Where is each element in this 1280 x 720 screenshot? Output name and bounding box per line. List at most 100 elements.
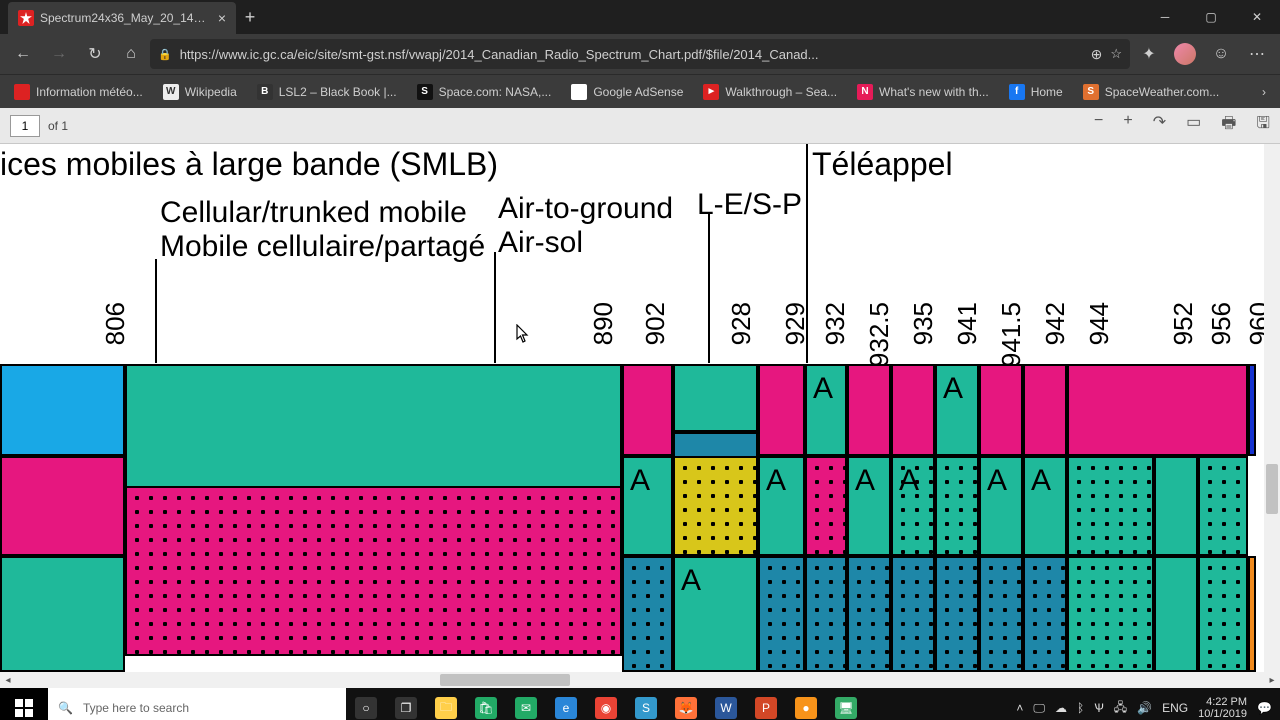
- menu-icon[interactable]: ⋯: [1240, 37, 1274, 71]
- profile-avatar[interactable]: [1168, 37, 1202, 71]
- favorites-icon[interactable]: ✦: [1132, 37, 1166, 71]
- bookmark-favicon: f: [1009, 84, 1025, 100]
- app-s-icon[interactable]: S: [626, 688, 666, 720]
- pdf-page-input[interactable]: [10, 115, 40, 137]
- heading-smlb: ices mobiles à large bande (SMLB): [0, 146, 498, 183]
- monitor-icon[interactable]: 🖥: [826, 688, 866, 720]
- taskbar-clock[interactable]: 4:22 PM 10/1/2019: [1198, 696, 1247, 720]
- bookmark-item[interactable]: WWikipedia: [155, 80, 245, 104]
- frequency-label: 935: [908, 302, 939, 345]
- bookmark-item[interactable]: f Home: [1001, 80, 1071, 104]
- pdf-fit-icon[interactable]: ▭: [1186, 112, 1201, 139]
- favorite-star-icon[interactable]: ☆: [1110, 46, 1122, 62]
- pdf-print-icon[interactable]: 🖶: [1221, 112, 1236, 139]
- store-icon[interactable]: 🛍: [466, 688, 506, 720]
- nav-forward-icon[interactable]: →: [42, 37, 76, 71]
- word-icon[interactable]: W: [706, 688, 746, 720]
- spectrum-block: [1198, 456, 1248, 556]
- start-button[interactable]: [0, 688, 48, 720]
- tray-network-icon[interactable]: 🖧: [1114, 698, 1127, 719]
- allocation-marker: A: [681, 564, 701, 598]
- chart-tick: [806, 144, 808, 363]
- firefox-icon[interactable]: 🦊: [666, 688, 706, 720]
- pdf-zoom-in-icon[interactable]: +: [1123, 112, 1132, 139]
- horizontal-scrollbar[interactable]: ◂ ▸: [0, 672, 1280, 688]
- frequency-label: 932: [820, 302, 851, 345]
- spectrum-block: [1248, 556, 1256, 672]
- spectrum-block: [1248, 364, 1256, 456]
- chrome-icon[interactable]: ◉: [586, 688, 626, 720]
- nav-home-icon[interactable]: ⌂: [114, 37, 148, 71]
- vertical-scroll-thumb[interactable]: [1266, 464, 1278, 514]
- chart-tick: [494, 252, 496, 363]
- bookmark-item[interactable]: BLSL2 – Black Book |...: [249, 80, 405, 104]
- bookmark-item[interactable]: NWhat's new with th...: [849, 80, 997, 104]
- bookmark-item[interactable]: ►Walkthrough – Sea...: [695, 80, 845, 104]
- bookmark-label: Information météo...: [36, 85, 143, 99]
- pdf-viewport[interactable]: ices mobiles à large bande (SMLB) Téléap…: [0, 144, 1280, 672]
- hscroll-right-icon[interactable]: ▸: [1264, 672, 1280, 688]
- search-icon: 🔍: [58, 701, 73, 715]
- spectrum-block: [805, 456, 847, 556]
- spectrum-block: [1067, 456, 1154, 556]
- bookmark-favicon: B: [257, 84, 273, 100]
- system-tray[interactable]: ˄ 🖵 ☁ ᛒ Ѱ 🖧 🔊 ENG 4:22 PM 10/1/2019 💬: [1016, 696, 1280, 720]
- spectrum-block: [1067, 364, 1248, 456]
- feedback-icon[interactable]: ☺: [1204, 37, 1238, 71]
- browser-tab[interactable]: Spectrum24x36_May_20_14_Lou... ×: [8, 2, 236, 34]
- spectrum-block: [0, 364, 125, 456]
- pdf-rotate-icon[interactable]: ↷: [1153, 112, 1166, 139]
- task-view-icon[interactable]: ❐: [386, 688, 426, 720]
- powerpoint-icon[interactable]: P: [746, 688, 786, 720]
- window-minimize-icon[interactable]: ─: [1142, 0, 1188, 34]
- tab-close-icon[interactable]: ×: [218, 10, 226, 26]
- tray-chevron-icon[interactable]: ˄: [1016, 701, 1023, 715]
- cortana-icon[interactable]: ○: [346, 688, 386, 720]
- url-field[interactable]: 🔒 https://www.ic.gc.ca/eic/site/smt-gst.…: [150, 39, 1130, 69]
- zoom-icon[interactable]: ⊕: [1091, 46, 1103, 63]
- vertical-scrollbar[interactable]: [1264, 144, 1280, 672]
- spectrum-block: A: [891, 456, 935, 556]
- frequency-label: 932.5: [864, 302, 895, 367]
- spectrum-block: A: [758, 456, 805, 556]
- coin-icon[interactable]: ●: [786, 688, 826, 720]
- bookmark-item[interactable]: GGoogle AdSense: [563, 80, 691, 104]
- taskbar-search[interactable]: 🔍 Type here to search: [48, 688, 346, 720]
- edge-icon[interactable]: e: [546, 688, 586, 720]
- nav-refresh-icon[interactable]: ↻: [78, 37, 112, 71]
- spectrum-block: [1023, 364, 1067, 456]
- label-airground-fr: Air-sol: [498, 226, 583, 261]
- pdf-zoom-out-icon[interactable]: −: [1094, 112, 1103, 139]
- spectrum-block: [622, 364, 673, 456]
- allocation-marker: A: [855, 464, 875, 498]
- horizontal-scroll-thumb[interactable]: [440, 674, 570, 686]
- bookmark-label: Wikipedia: [185, 85, 237, 99]
- pdf-save-icon[interactable]: 🖫: [1256, 112, 1270, 139]
- heading-teleappel: Téléappel: [812, 146, 953, 183]
- allocation-marker: A: [766, 464, 786, 498]
- spectrum-block: [622, 556, 673, 672]
- tray-bluetooth-icon[interactable]: ᛒ: [1077, 701, 1084, 715]
- tray-volume-icon[interactable]: 🔊: [1137, 701, 1152, 715]
- bookmark-item[interactable]: SSpaceWeather.com...: [1075, 80, 1228, 104]
- hscroll-left-icon[interactable]: ◂: [0, 672, 16, 688]
- bookmark-item[interactable]: SSpace.com: NASA,...: [409, 80, 560, 104]
- tray-onedrive-icon[interactable]: ☁: [1055, 701, 1067, 715]
- new-tab-button[interactable]: +: [236, 0, 264, 34]
- spectrum-block: [847, 364, 891, 456]
- spectrum-block: [673, 364, 758, 432]
- tray-usb-icon[interactable]: Ѱ: [1094, 701, 1104, 715]
- file-explorer-icon[interactable]: 🗀: [426, 688, 466, 720]
- window-maximize-icon[interactable]: ▢: [1188, 0, 1234, 34]
- nav-back-icon[interactable]: ←: [6, 37, 40, 71]
- notifications-icon[interactable]: 💬: [1257, 701, 1272, 715]
- bookmark-favicon: S: [1083, 84, 1099, 100]
- bookmark-label: Home: [1031, 85, 1063, 99]
- tray-language[interactable]: ENG: [1162, 701, 1188, 715]
- tray-display-icon[interactable]: 🖵: [1033, 701, 1045, 716]
- bookmark-item[interactable]: Information météo...: [6, 80, 151, 104]
- window-close-icon[interactable]: ✕: [1234, 0, 1280, 34]
- windows-taskbar: 🔍 Type here to search ○❐🗀🛍✉e◉S🦊WP●🖥 ˄ 🖵 …: [0, 688, 1280, 720]
- mail-icon[interactable]: ✉: [506, 688, 546, 720]
- bookmarks-overflow-icon[interactable]: ›: [1254, 81, 1274, 103]
